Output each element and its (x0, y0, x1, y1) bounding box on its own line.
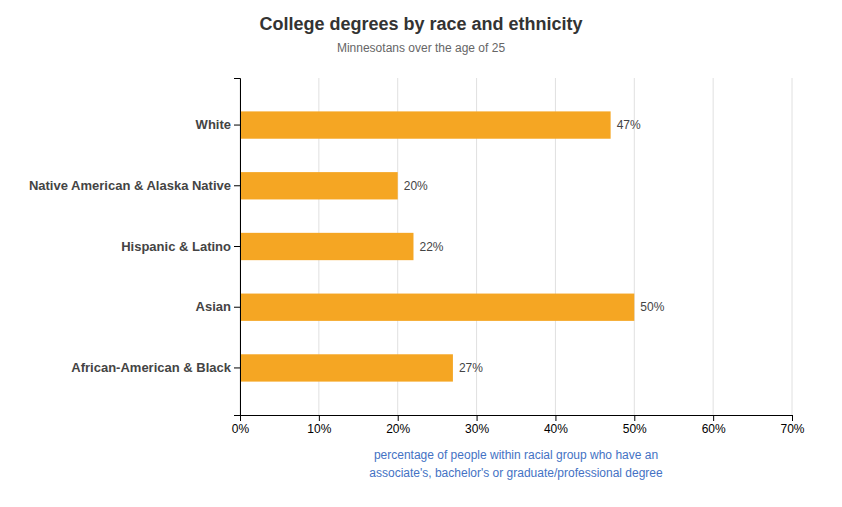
tick-label: 50% (623, 422, 647, 436)
x-axis: 0% 10% 20% 30% 40% 50% 60% 70% (232, 415, 805, 436)
tick: 0% (232, 415, 250, 436)
tick-mark (792, 415, 793, 421)
tick-label: Asian (196, 299, 231, 314)
tick: 20% (386, 415, 410, 436)
tick: Asian (196, 299, 240, 314)
bar (240, 294, 634, 321)
tick-label: African-American & Black (71, 360, 231, 375)
bar (240, 233, 413, 260)
tick-label: 70% (780, 422, 804, 436)
tick-label: Hispanic & Latino (121, 239, 231, 254)
tick-label: 10% (307, 422, 331, 436)
data-labels: 47% 20% 22% 50% 27% (404, 118, 665, 375)
plot: 47% 20% 22% 50% 27% 0% 10% 20% 30% 40% 50% 60% 70% Wh… (29, 78, 805, 436)
axis-line (234, 79, 241, 416)
bar (240, 354, 453, 381)
data-label: 50% (640, 300, 664, 314)
axis-line (241, 416, 793, 422)
tick-mark (319, 415, 320, 421)
tick-label: 40% (544, 422, 568, 436)
tick-mark (713, 415, 714, 421)
tick: Hispanic & Latino (121, 239, 240, 254)
tick-mark (234, 246, 240, 247)
tick-mark (234, 185, 240, 186)
data-label: 27% (459, 361, 483, 375)
subtitle: Minnesotans over the age of 25 (337, 41, 505, 55)
tick-label: 20% (386, 422, 410, 436)
tick: 50% (623, 415, 647, 436)
tick: 60% (702, 415, 726, 436)
data-label: 22% (419, 240, 443, 254)
data-label: 20% (404, 179, 428, 193)
chart: College degrees by race and ethnicity Min… (0, 0, 842, 507)
grid-line (792, 78, 793, 415)
tick-mark (477, 415, 478, 421)
tick: 10% (307, 415, 331, 436)
data-label: 47% (617, 118, 641, 132)
x-axis-label: percentage of people within racial group… (369, 448, 663, 480)
tick: Native American & Alaska Native (29, 178, 240, 193)
tick-mark (234, 307, 240, 308)
grid (240, 78, 792, 415)
tick: African-American & Black (71, 360, 240, 375)
tick: 30% (465, 415, 489, 436)
tick-mark (234, 125, 240, 126)
title: College degrees by race and ethnicity (259, 14, 582, 34)
tick-label: 30% (465, 422, 489, 436)
tick-label: 0% (232, 422, 250, 436)
bar (240, 111, 611, 138)
y-axis: White Native American & Alaska Native Hisp… (29, 79, 241, 416)
bar (240, 172, 398, 199)
tick: White (196, 117, 240, 132)
tick-mark (398, 415, 399, 421)
tick: 40% (544, 415, 568, 436)
grid-line (713, 78, 714, 415)
tick: 70% (780, 415, 804, 436)
tick-mark (555, 415, 556, 421)
tick-mark (634, 415, 635, 421)
tick-label: White (196, 117, 231, 132)
tick-label: Native American & Alaska Native (29, 178, 231, 193)
tick-label: 60% (702, 422, 726, 436)
tick-mark (234, 367, 240, 368)
bars (240, 111, 634, 381)
